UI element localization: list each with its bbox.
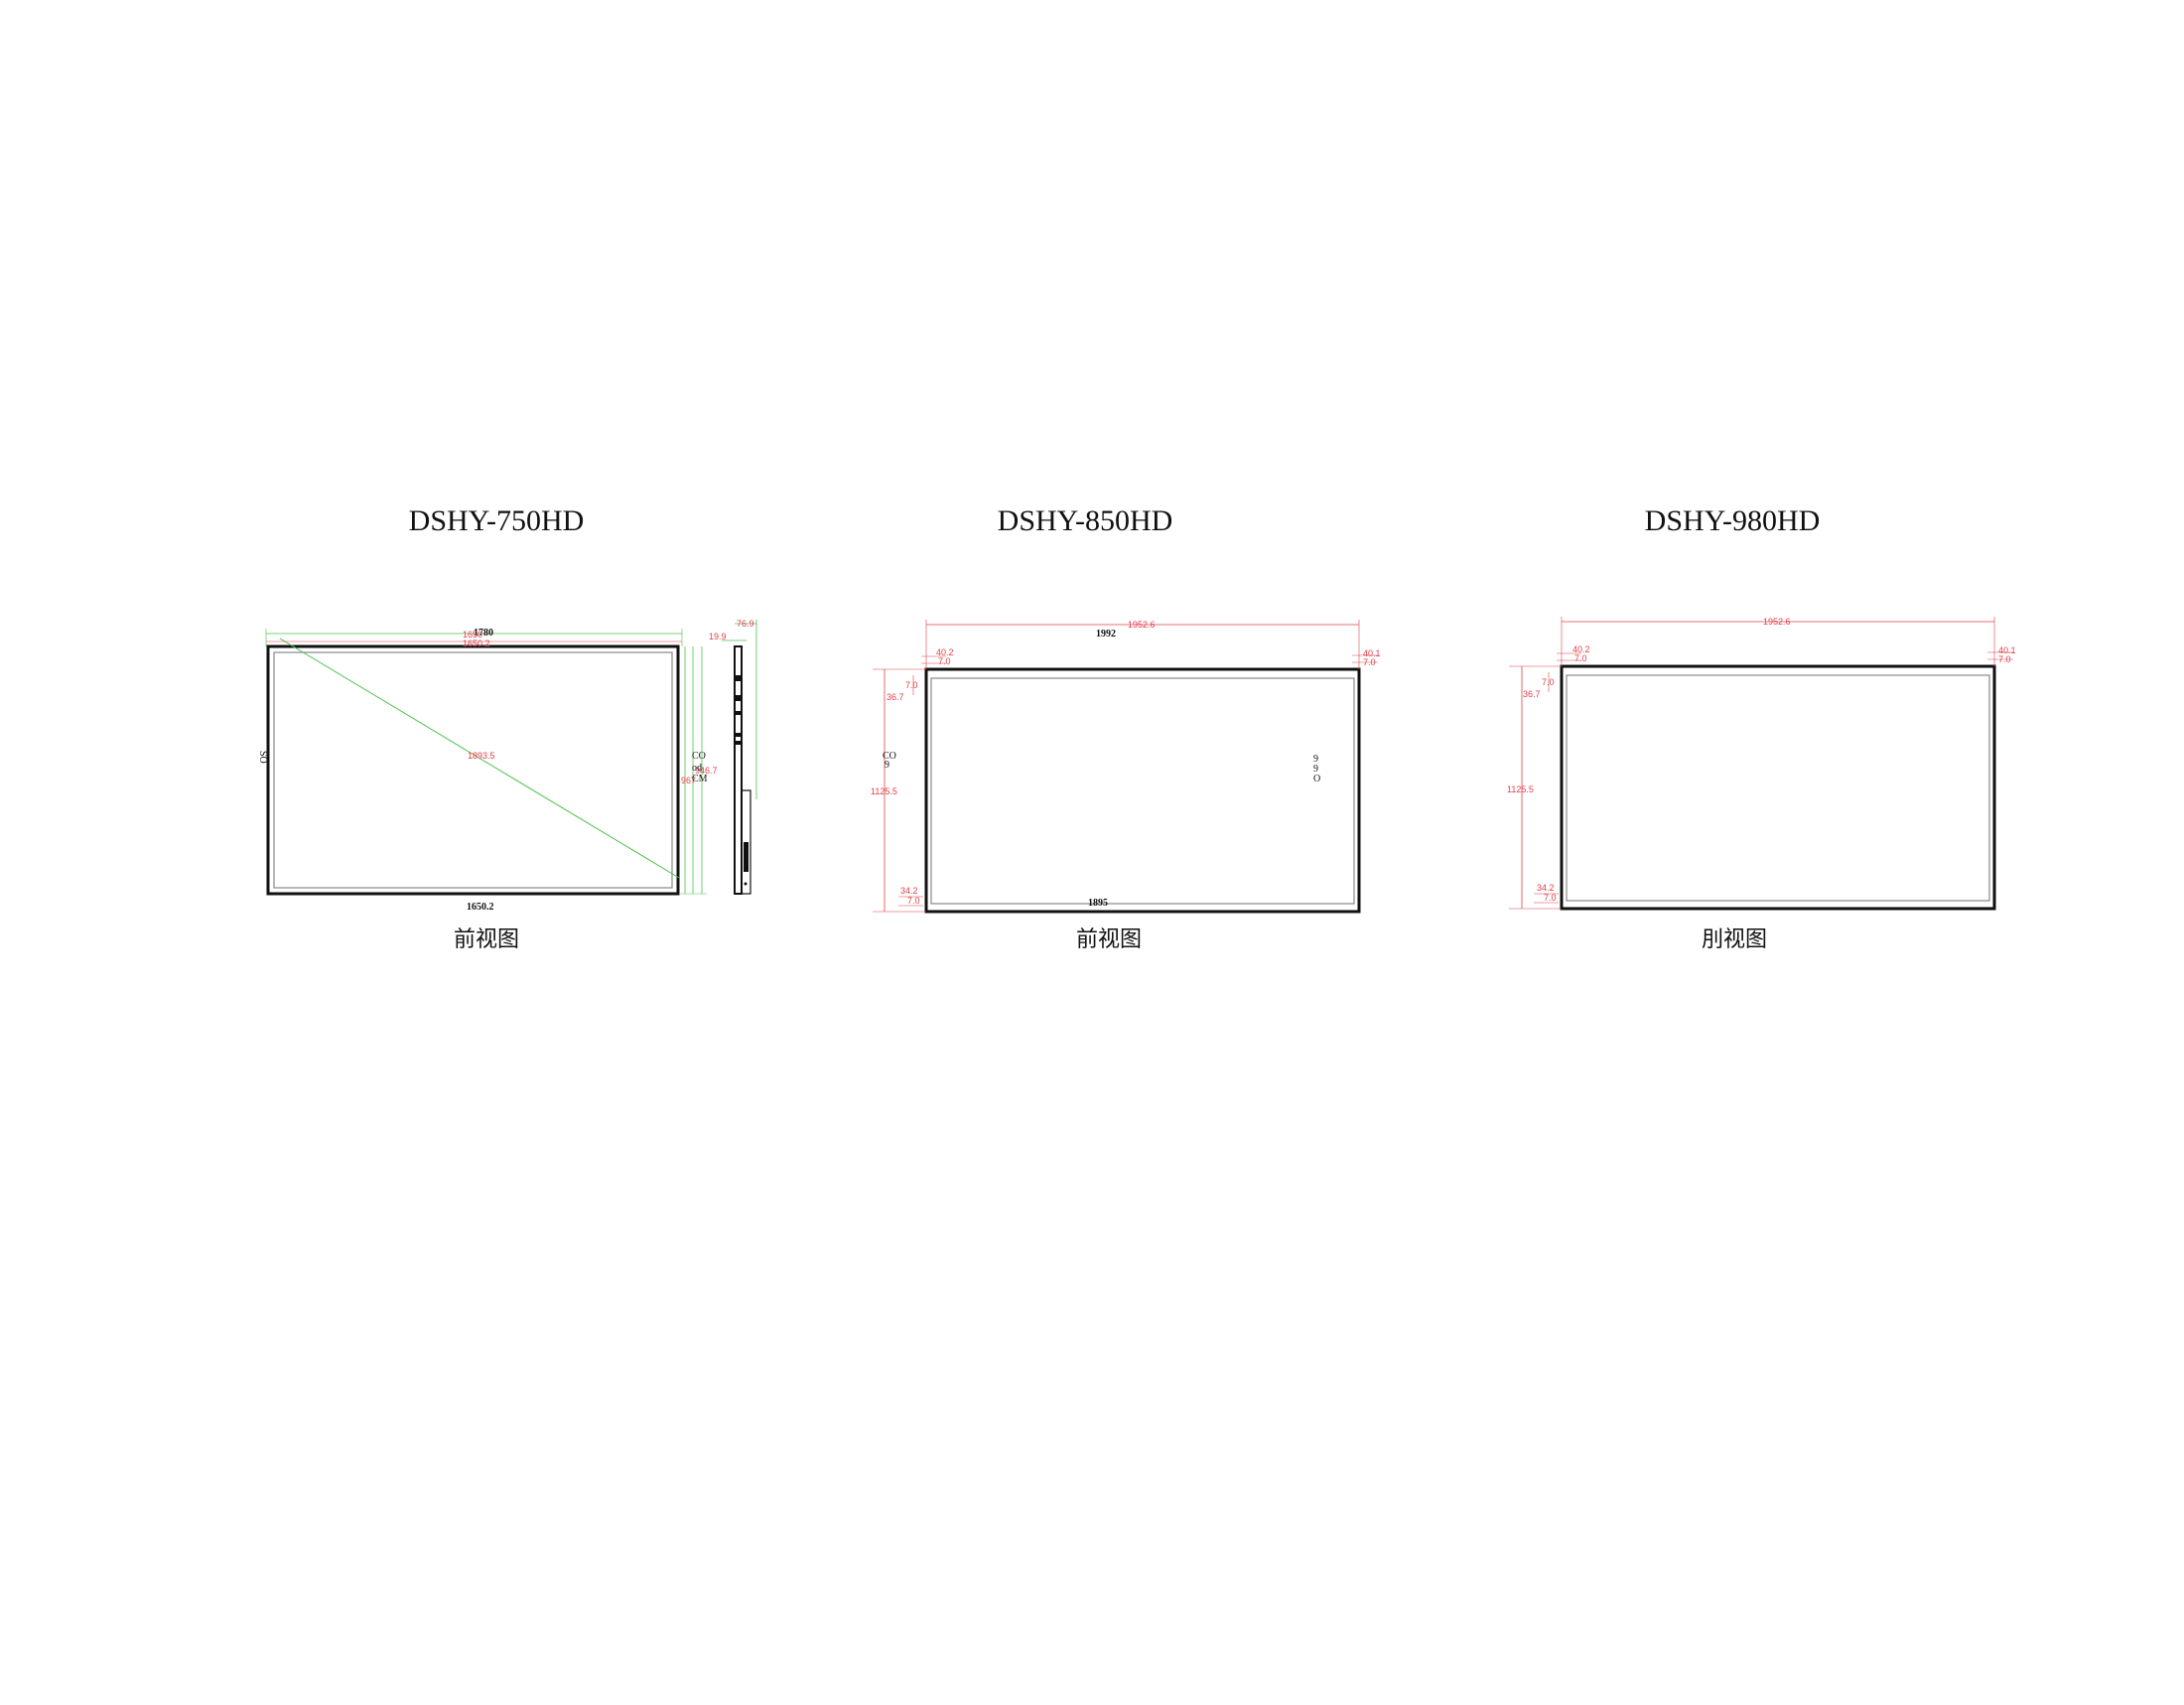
- panel-2-left-mark-1: CO: [883, 751, 896, 762]
- panel-3-caption: 刖视图: [1701, 927, 1768, 952]
- panel-3-left-a: 36.7: [1523, 689, 1541, 699]
- panel-3-title: DSHY-980HD: [1644, 504, 1821, 537]
- panel-2-left-mark-2: 9: [885, 760, 889, 771]
- panel-1-inner-screen: [273, 651, 673, 889]
- panel-1-width-top-b: 1650.2: [463, 639, 490, 648]
- panel-3-top-left-b: 7.0: [1574, 653, 1587, 663]
- panel-1-width-outer: 1780: [474, 628, 493, 639]
- panel-1-side-bracket: [741, 789, 751, 895]
- panel-2-width-red: 1952.6: [1128, 620, 1156, 630]
- panel-2-height: 1125.5: [871, 786, 897, 796]
- panel-1-right-mark-1: CO: [692, 751, 706, 762]
- panel-1-height-inner-b: 946.7: [695, 766, 718, 776]
- panel-2-top-left-a: 40.2: [936, 647, 954, 657]
- panel-2-bottom-left-b: 7.0: [907, 896, 920, 906]
- panel-3-inner-screen: [1566, 674, 1990, 902]
- panel-1-side-offset: 19.9: [709, 632, 727, 641]
- panel-2-right-mark-2: 9: [1313, 764, 1318, 775]
- panel-2-left-a: 36.7: [887, 692, 904, 702]
- panel-1-right-mark-3: CM: [692, 774, 708, 784]
- panel-3-bottom-left-b: 7.0: [1544, 893, 1557, 903]
- panel-1-side-ports: [736, 675, 749, 886]
- panel-2-right-mark-3: O: [1313, 774, 1320, 784]
- panel-2-caption: 前视图: [1075, 927, 1143, 952]
- panel-1-diagonal-label: 1893.5: [468, 751, 495, 761]
- panel-2-bottom-left-a: 34.2: [900, 886, 918, 896]
- panel-1-outer-frame: [266, 644, 680, 896]
- panel-1-width-bottom: 1650.2: [467, 902, 494, 913]
- panel-3-height: 1125.5: [1507, 784, 1534, 794]
- panel-1-width-top-a: 1650: [463, 630, 482, 639]
- panel-2-top-right-a: 40.1: [1363, 648, 1381, 658]
- panel-2-outer-frame: [924, 667, 1361, 914]
- panel-1-right-mark-2: od: [692, 763, 702, 774]
- panel-2-left-b: 7.0: [905, 680, 918, 690]
- panel-1-diagonal-line: [279, 638, 680, 879]
- panel-1-side-view: [734, 645, 743, 895]
- panel-2-top-right-b: 7.0: [1363, 657, 1376, 667]
- panel-3-drawing: 1952.6 40.2 7.0 40.1 7.0 36.7 7.0 1125.5…: [1507, 617, 2016, 911]
- panel-1-left-mark: SO: [257, 751, 268, 764]
- panel-2-width-outer: 1992: [1096, 629, 1116, 639]
- panel-3-bottom-left-a: 34.2: [1537, 883, 1555, 893]
- panel-1-height-inner: 967: [681, 776, 696, 785]
- panel-3-top-right-a: 40.1: [1998, 645, 2016, 655]
- panel-1-title: DSHY-750HD: [408, 504, 585, 537]
- panel-2-top-left-b: 7.0: [938, 656, 951, 666]
- panel-1-caption: 前视图: [453, 927, 520, 952]
- panel-3-left-b: 7.0: [1542, 677, 1555, 687]
- panel-1-depth: 76.9: [737, 619, 754, 629]
- panel-3-width-red: 1952.6: [1763, 617, 1791, 627]
- panel-3-top-right-b: 7.0: [1998, 654, 2011, 664]
- panel-2-drawing: 1952.6 1992 40.2 7.0 40.1 7.0 36.7 7.0 1…: [871, 620, 1381, 914]
- panel-3-outer-frame: [1560, 664, 1996, 911]
- panel-2-title: DSHY-850HD: [997, 504, 1173, 537]
- panel-2-width-bottom: 1895: [1088, 898, 1108, 909]
- panel-1-drawing: 1780 1650 1650.2 1893.5 1650.2 19.9 946.…: [257, 619, 757, 913]
- panel-3-top-left-a: 40.2: [1572, 644, 1590, 654]
- panel-2-inner-screen: [930, 677, 1355, 905]
- panel-2-right-mark-1: 9: [1313, 754, 1318, 765]
